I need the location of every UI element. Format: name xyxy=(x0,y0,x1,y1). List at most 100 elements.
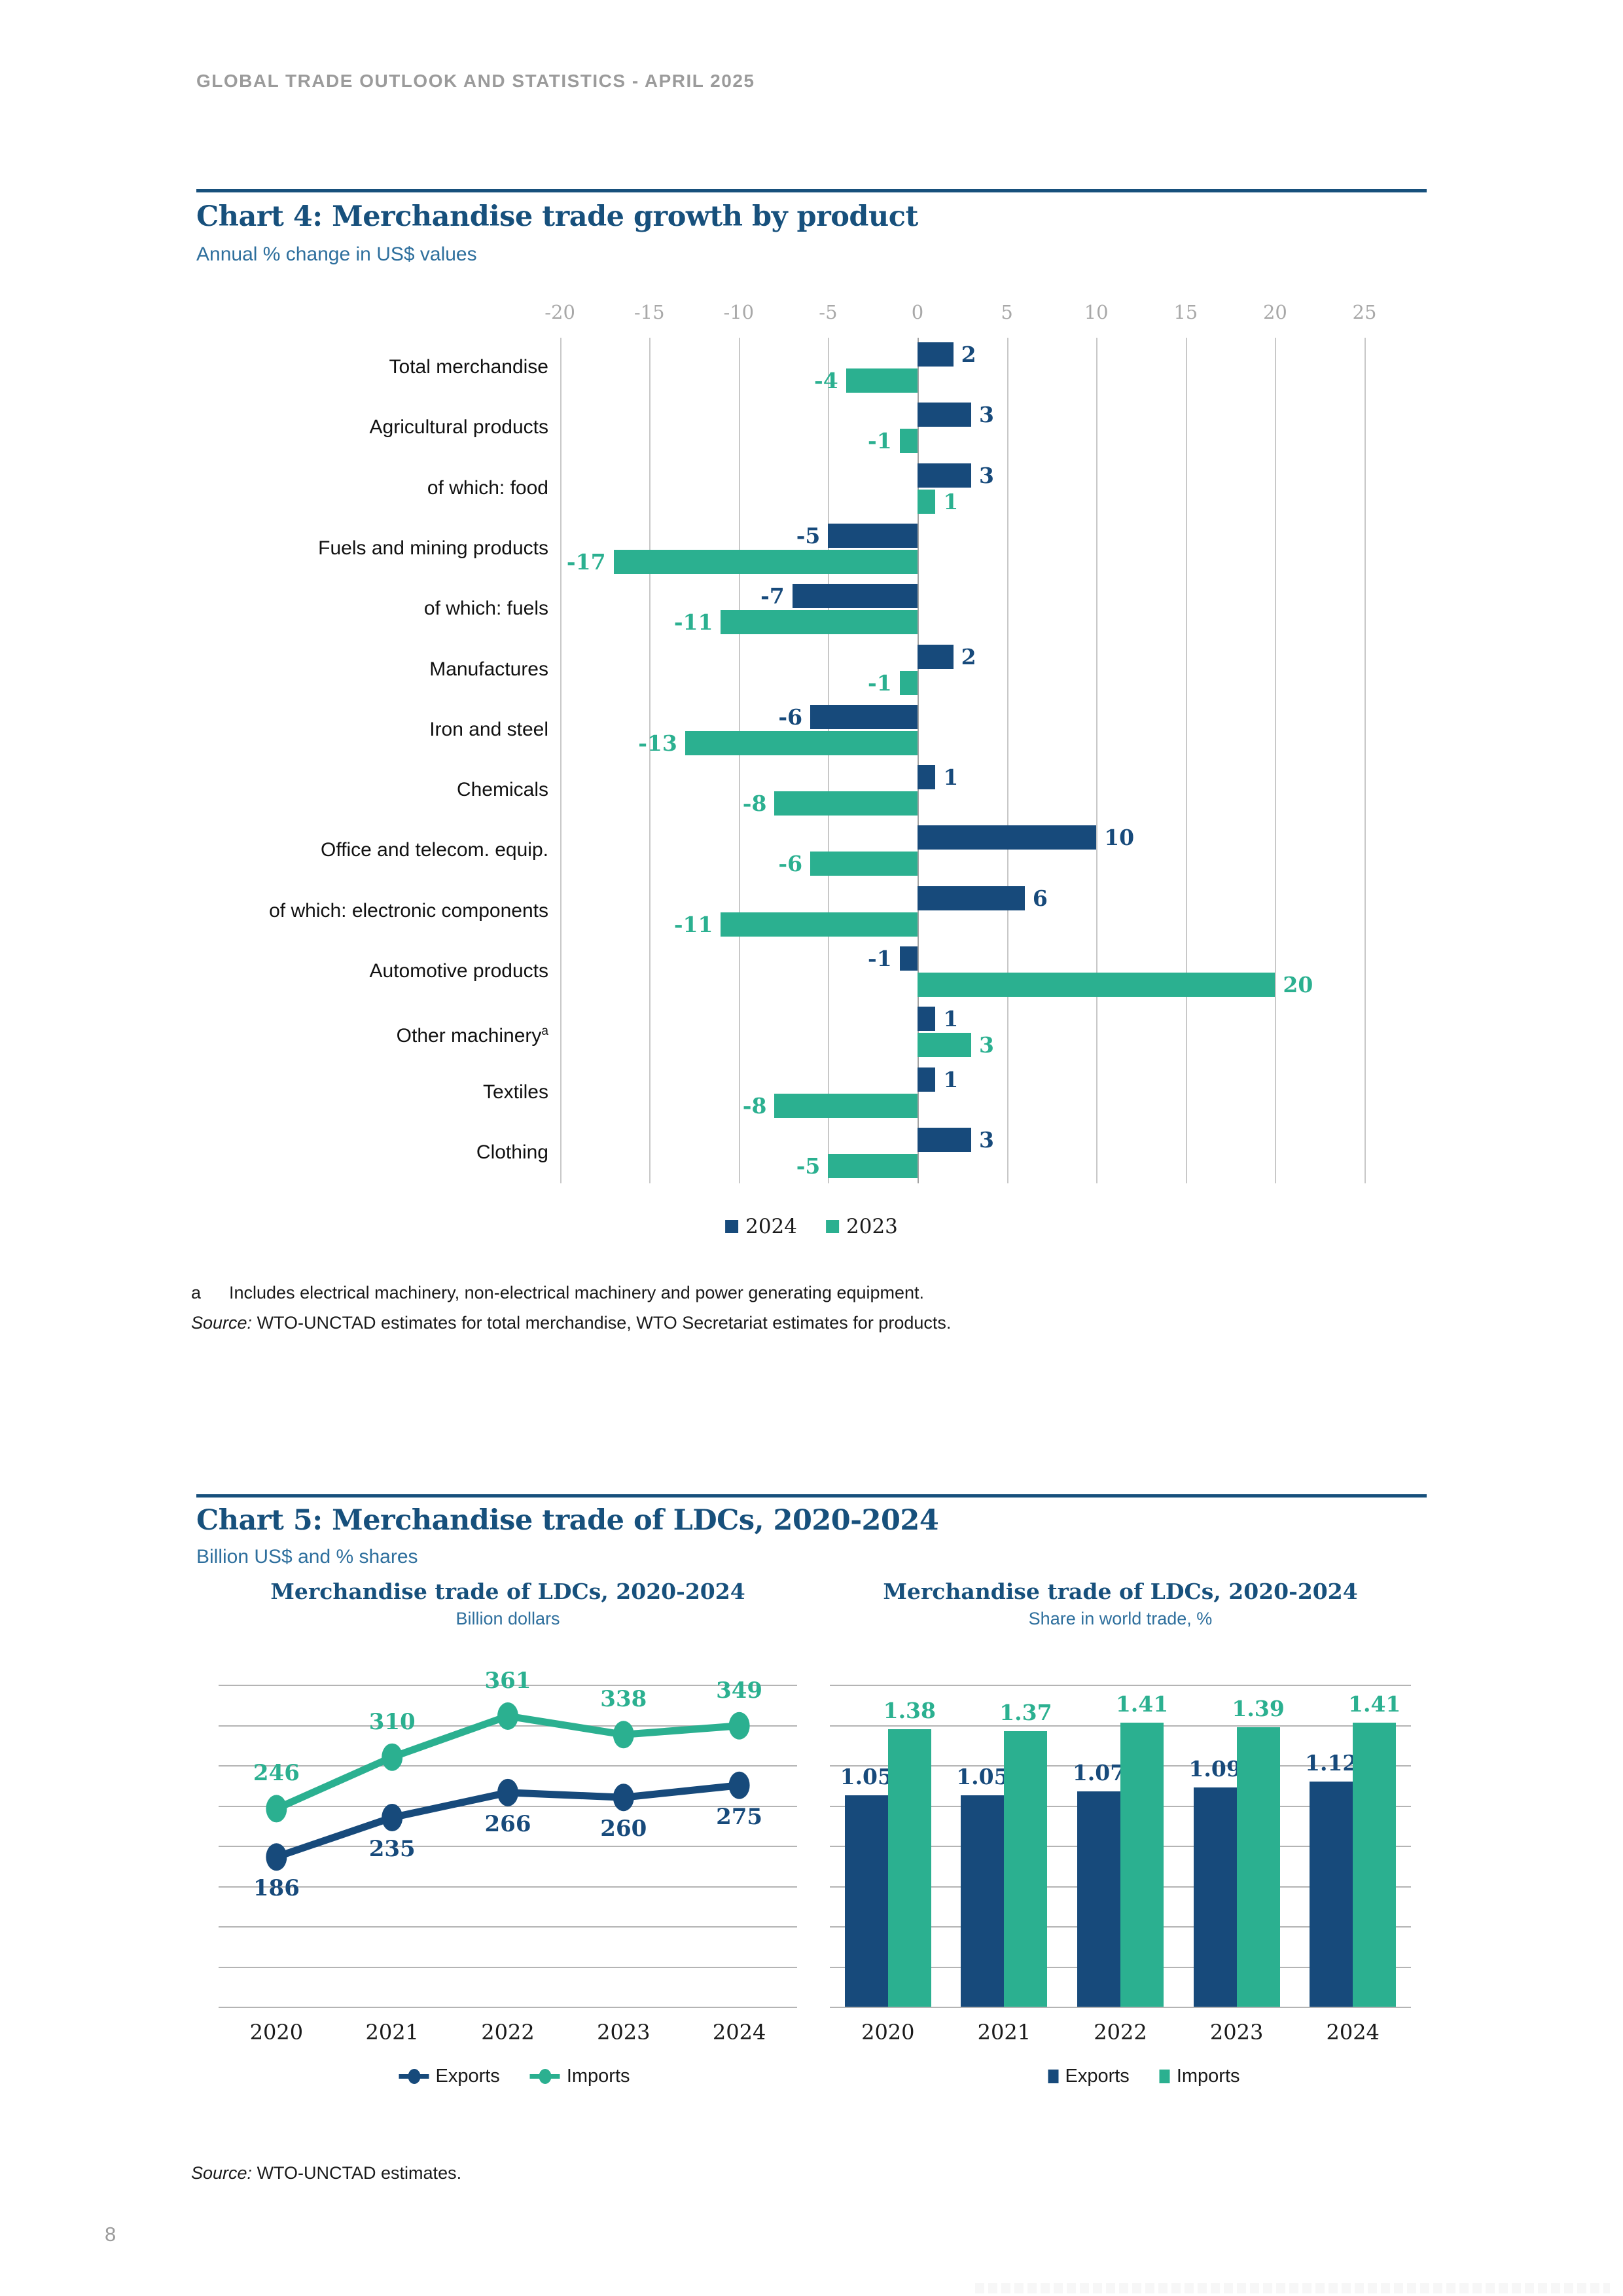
chart4-gridline xyxy=(1275,338,1277,1183)
chart4-category-label: Agricultural products xyxy=(369,416,548,439)
chart4-footnote: a Includes electrical machinery, non-elec… xyxy=(191,1283,924,1303)
chart4-category-label: of which: fuels xyxy=(423,598,548,620)
chart4-value-label: -1 xyxy=(868,946,892,971)
bar-value-label: 1.05 xyxy=(840,1764,893,1790)
chart4-category-label: Iron and steel xyxy=(429,718,548,740)
section-rule xyxy=(196,1494,1427,1498)
chart4-value-label: 3 xyxy=(978,402,994,428)
legend-item: 2023 xyxy=(826,1215,898,1238)
chart4-value-label: 1 xyxy=(943,488,959,514)
bar-value-label: 1.07 xyxy=(1072,1759,1126,1785)
bar-chart-legend: Exports Imports xyxy=(1048,2066,1240,2087)
source-prefix: Source: xyxy=(191,2163,253,2183)
chart4-value-label: 6 xyxy=(1032,885,1048,911)
x-axis-label: 2020 xyxy=(861,2020,915,2045)
chart4-gridline xyxy=(560,338,562,1183)
line-point-label: 235 xyxy=(368,1835,416,1862)
chart4-bar-2023 xyxy=(721,610,918,635)
legend-label: 2023 xyxy=(846,1215,898,1238)
chart4-value-label: -6 xyxy=(778,704,803,730)
bar-Exports xyxy=(961,1795,1005,2007)
data-point xyxy=(728,1771,750,1799)
chart4-value-label: -13 xyxy=(638,730,677,756)
chart4-axis-tick: -10 xyxy=(723,301,755,323)
chart4-category-label: Fuels and mining products xyxy=(318,537,548,559)
chart4-gridline xyxy=(1096,338,1098,1183)
data-point xyxy=(266,1843,287,1871)
bar-value-label: 1.38 xyxy=(883,1697,936,1723)
chart4-bar-2024 xyxy=(918,765,936,790)
chart4-bar-2024 xyxy=(792,584,918,609)
chart4-category-label: Textiles xyxy=(482,1081,548,1103)
line-point-label: 338 xyxy=(600,1686,647,1713)
data-point xyxy=(613,1784,634,1812)
chart4-category-label: Clothing xyxy=(476,1141,548,1163)
legend-swatch xyxy=(1048,2070,1059,2083)
chart4-bar-2023 xyxy=(918,489,936,514)
line-chart-legend: Exports Imports xyxy=(399,2066,630,2087)
bar-value-label: 1.12 xyxy=(1305,1749,1358,1776)
source-prefix: Source: xyxy=(191,1313,253,1333)
legend-label: 2024 xyxy=(745,1215,797,1238)
chart4-category-label: Automotive products xyxy=(369,960,548,982)
x-axis-label: 2023 xyxy=(597,2020,651,2045)
line-chart-title: Merchandise trade of LDCs, 2020-2024 xyxy=(270,1579,745,1604)
line-point-label: 246 xyxy=(253,1760,300,1787)
chart4-bar-2024 xyxy=(810,704,918,729)
chart4-bar-2023 xyxy=(774,1093,918,1118)
chart4-value-label: 3 xyxy=(978,1032,994,1058)
chart4-category-label: Office and telecom. equip. xyxy=(321,839,548,861)
chart4-axis-tick: 10 xyxy=(1084,301,1109,323)
line-point-label: 260 xyxy=(600,1816,647,1842)
legend-swatch xyxy=(725,1220,739,1233)
chart5-source: Source: WTO-UNCTAD estimates. xyxy=(191,2163,461,2183)
legend-item: Exports xyxy=(399,2066,500,2087)
data-point xyxy=(613,1721,634,1749)
legend-label: Imports xyxy=(1176,2066,1240,2087)
bar-Exports xyxy=(1310,1781,1353,2007)
legend-swatch xyxy=(1159,2070,1170,2083)
x-axis-label: 2024 xyxy=(712,2020,766,2045)
chart4-bar-2023 xyxy=(613,549,918,574)
chart4-bar-2024 xyxy=(918,463,971,488)
chart4-axis-tick: 20 xyxy=(1262,301,1287,323)
chart4-value-label: -8 xyxy=(742,1092,767,1119)
bar-chart-title: Merchandise trade of LDCs, 2020-2024 xyxy=(883,1579,1358,1604)
data-point xyxy=(497,1778,518,1806)
chart4-legend: 2024 2023 xyxy=(725,1215,898,1238)
line-point-label: 310 xyxy=(368,1708,416,1735)
legend-item: Imports xyxy=(1159,2066,1240,2087)
chart4-bar-2023 xyxy=(774,791,918,816)
bar-chart-gridline xyxy=(830,2007,1411,2008)
x-axis-label: 2022 xyxy=(481,2020,535,2045)
chart4-category-label: Total merchandise xyxy=(389,356,548,378)
legend-item: 2024 xyxy=(725,1215,797,1238)
chart4-bar-2024 xyxy=(828,523,918,548)
line-chart-gridline xyxy=(219,2007,797,2008)
line-chart-gridline xyxy=(219,1765,797,1767)
bar-value-label: 1.09 xyxy=(1188,1755,1241,1782)
bar-chart-subtitle: Share in world trade, % xyxy=(1028,1609,1213,1628)
x-axis-label: 2020 xyxy=(249,2020,304,2045)
chart4-value-label: -8 xyxy=(742,791,767,817)
data-point xyxy=(266,1795,287,1823)
chart4-axis-tick: -5 xyxy=(819,301,838,323)
x-axis-label: 2021 xyxy=(977,2020,1031,2045)
chart4-value-label: 3 xyxy=(978,1126,994,1153)
chart4-bar-2024 xyxy=(918,886,1025,910)
bar-Imports xyxy=(1353,1723,1397,2007)
chart4-bar-2023 xyxy=(685,730,918,755)
footnote-marker: a xyxy=(191,1283,202,1302)
bar-value-label: 1.41 xyxy=(1348,1691,1401,1717)
chart5-title: Chart 5: Merchandise trade of LDCs, 2020… xyxy=(196,1504,939,1537)
chart4-axis-tick: -20 xyxy=(544,301,575,323)
bar-Exports xyxy=(1193,1787,1237,2007)
chart4-gridline xyxy=(649,338,651,1183)
legend-swatch xyxy=(826,1220,839,1233)
chart4-bar-2024 xyxy=(918,403,971,427)
chart4-subtitle: Annual % change in US$ values xyxy=(196,243,477,265)
chart4-bar-2024 xyxy=(918,1067,936,1092)
chart4-value-label: -5 xyxy=(796,1153,821,1179)
chart5-subtitle: Billion US$ and % shares xyxy=(196,1546,418,1568)
